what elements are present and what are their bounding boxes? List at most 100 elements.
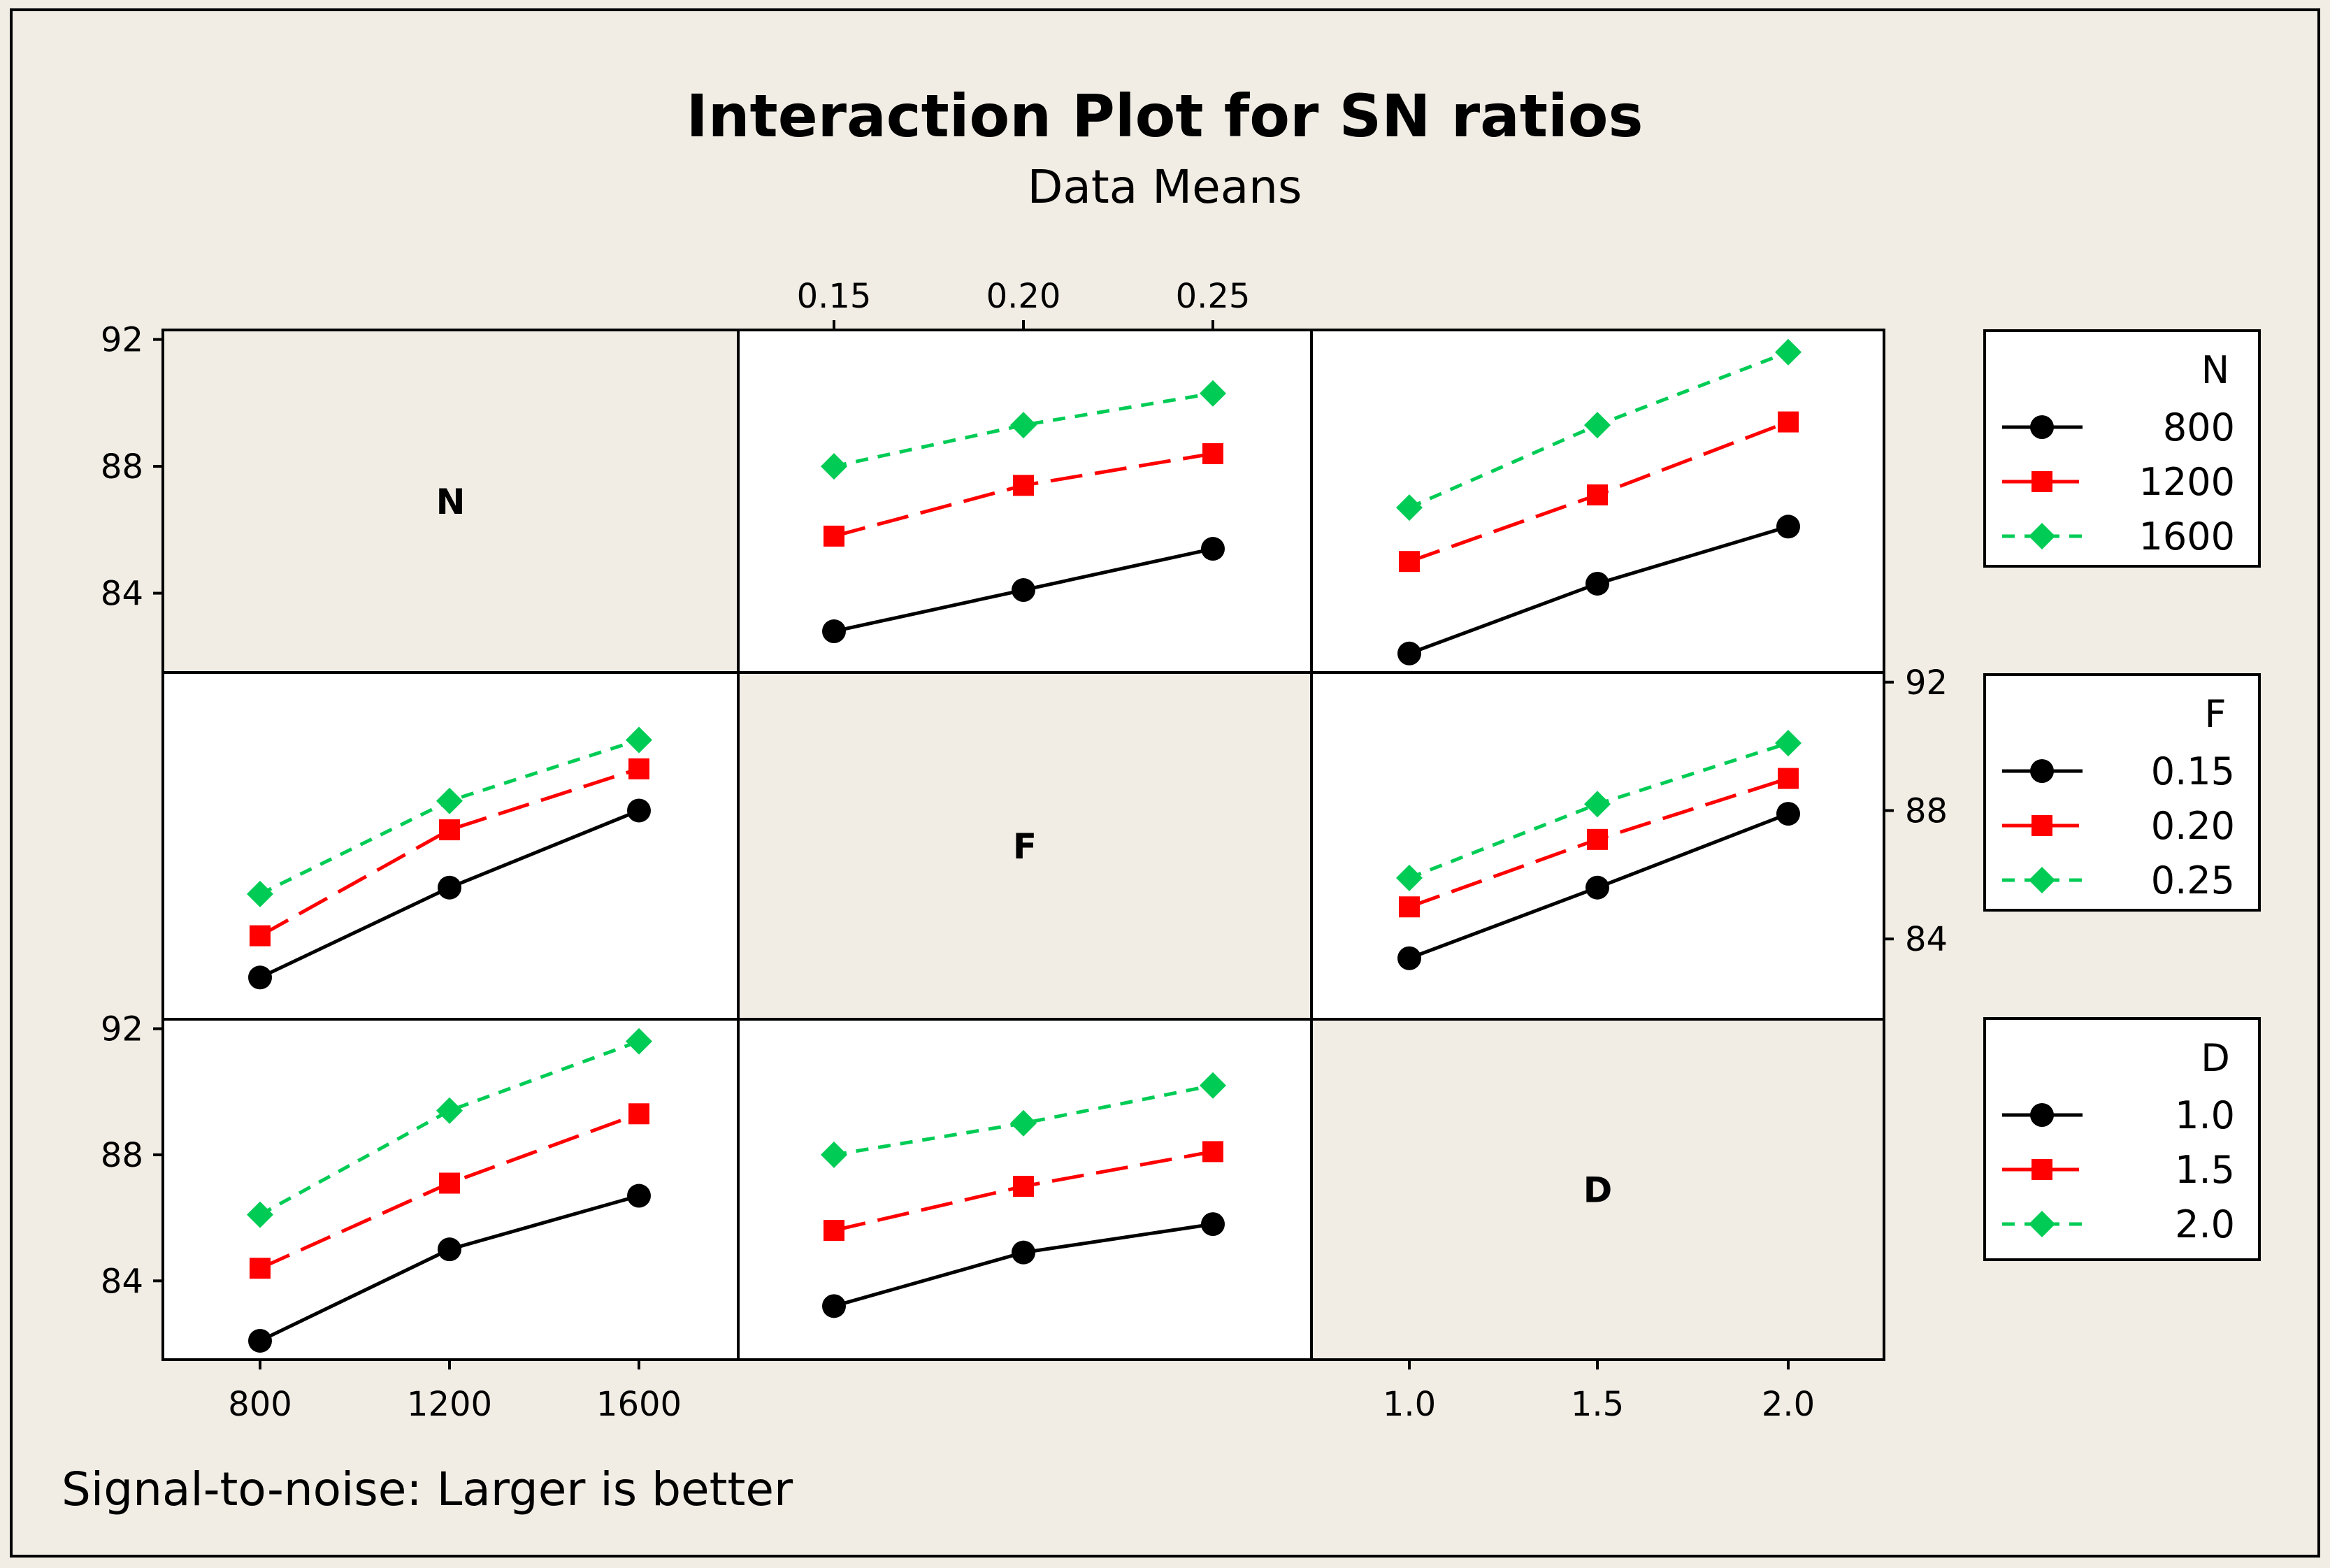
data-point-D-1.5-0 <box>250 1258 271 1279</box>
data-point-D-1.5-0 <box>824 1220 844 1242</box>
legend-box <box>1983 329 2261 568</box>
legend-marker <box>2029 523 2055 549</box>
data-point-F-0.20-2 <box>628 758 649 779</box>
legend-item-label: 0.15 <box>2151 749 2235 793</box>
data-point-F-0.20-0 <box>250 925 271 947</box>
panel-F-vs-N <box>161 671 740 1021</box>
x-tick-label: 2.0 <box>1762 1385 1815 1424</box>
y-tick-label: 92 <box>101 1010 143 1049</box>
panel-N-label <box>161 329 740 674</box>
plot-area: N F D 84 88 92 84 88 92 84 88 92 0.15 0.20 0.25 800 1200… <box>101 277 1948 1424</box>
data-point-F-0.25-2 <box>1775 730 1802 757</box>
legend-marker <box>2030 759 2054 783</box>
data-point-N-800-1 <box>1585 571 1609 596</box>
footnote: Signal-to-noise: Larger is better <box>62 1462 793 1516</box>
panel-data-N-vs-D <box>1396 338 1802 666</box>
y-tick-label: 92 <box>101 321 143 360</box>
data-point-D-1.5-1 <box>439 1172 460 1194</box>
legend-item-label: 1.5 <box>2175 1148 2235 1192</box>
data-point-N-1200-2 <box>1202 443 1223 464</box>
data-point-D-1.0-1 <box>438 1237 461 1262</box>
legend-item-label: 0.20 <box>2151 804 2235 848</box>
data-point-D-1.0-0 <box>822 1294 846 1318</box>
x-tick-label: 0.15 <box>797 277 872 316</box>
panel-factor-label: N <box>436 482 466 522</box>
data-point-D-1.0-0 <box>248 1328 272 1353</box>
data-point-F-0.25-2 <box>626 726 652 754</box>
data-point-D-1.5-2 <box>1202 1141 1223 1163</box>
data-point-F-0.25-1 <box>436 787 463 814</box>
data-point-N-1200-1 <box>1013 475 1034 496</box>
panel-factor-label: F <box>1013 826 1037 867</box>
data-point-N-800-1 <box>1012 578 1035 603</box>
legend-box <box>1983 673 2261 912</box>
data-point-N-1200-0 <box>824 525 844 547</box>
series-line-N-1600 <box>833 391 1214 468</box>
chart-title: Interaction Plot for SN ratios <box>686 82 1644 150</box>
data-point-F-0.15-1 <box>1585 875 1609 900</box>
panel-factor-label: D <box>1583 1170 1613 1211</box>
series-line-F-0.20 <box>259 767 640 937</box>
data-point-N-800-0 <box>822 619 846 644</box>
legend-title: D <box>2201 1036 2230 1080</box>
y-tick-label: 88 <box>101 1136 143 1175</box>
legend-title: N <box>2201 348 2229 392</box>
panel-data-F-vs-D <box>1396 730 1802 970</box>
x-tick-label: 1.5 <box>1571 1385 1624 1424</box>
y-tick-label: 84 <box>1905 920 1948 959</box>
data-point-N-1600-1 <box>1010 412 1037 439</box>
legend-marker <box>2029 867 2055 893</box>
panel-F-label <box>737 671 1313 1021</box>
y-tick-label: 88 <box>1905 791 1948 830</box>
legend-marker <box>2030 415 2054 439</box>
data-point-D-2.0-0 <box>247 1201 273 1228</box>
data-point-F-0.15-2 <box>1776 802 1800 826</box>
y-tick-label: 92 <box>1905 663 1948 703</box>
data-point-F-0.15-2 <box>627 798 651 823</box>
legend-D: D 1.0 1.5 2.0 <box>1983 1017 2261 1261</box>
panel-data-D-vs-N <box>247 1028 652 1353</box>
legend-title: F <box>2204 692 2226 736</box>
legend-box <box>1983 1017 2261 1261</box>
x-tick-label: 1.0 <box>1383 1385 1436 1424</box>
legend-marker <box>2031 1159 2052 1180</box>
legend-area: N 800 1200 1600 F 0.15 0.20 0.25 D 1.0 1.5 2.0 <box>1983 329 2261 1261</box>
panel-D-label <box>1310 1018 1885 1361</box>
series-line-D-2.0 <box>833 1084 1214 1157</box>
legend-marker <box>2031 471 2052 492</box>
figure-frame <box>10 8 2320 1558</box>
legend-marker <box>2031 815 2052 836</box>
data-point-F-0.15-0 <box>248 965 272 990</box>
legend-marker <box>2029 1211 2055 1237</box>
data-point-D-1.5-1 <box>1013 1175 1034 1197</box>
series-line-D-2.0 <box>259 1040 640 1216</box>
panel-data-D-vs-F <box>821 1072 1226 1318</box>
data-point-F-0.15-1 <box>438 875 461 900</box>
panel-N-vs-F <box>737 329 1313 674</box>
data-point-D-1.0-1 <box>1012 1240 1035 1265</box>
legend-item-label: 1.0 <box>2175 1093 2235 1137</box>
legend-item-label: 2.0 <box>2175 1202 2235 1246</box>
data-point-F-0.25-0 <box>247 880 273 907</box>
y-tick-label: 84 <box>101 1262 143 1301</box>
chart-subtitle: Data Means <box>1028 160 1302 214</box>
y-tick-label: 84 <box>101 575 143 614</box>
legend-item-label: 0.25 <box>2151 858 2235 902</box>
x-tick-label: 0.20 <box>986 277 1061 316</box>
panel-data-N-vs-F <box>821 380 1226 644</box>
data-point-F-0.25-1 <box>1584 791 1611 818</box>
panel-data-F-vs-N <box>247 726 652 990</box>
data-point-D-2.0-1 <box>1010 1109 1037 1137</box>
data-point-D-2.0-1 <box>436 1097 463 1124</box>
data-point-N-1600-2 <box>1775 338 1802 366</box>
data-point-D-2.0-2 <box>1200 1072 1226 1099</box>
legend-N: N 800 1200 1600 <box>1983 329 2261 568</box>
data-point-F-0.20-1 <box>1587 828 1608 850</box>
x-tick-label: 1200 <box>407 1385 492 1424</box>
data-point-N-1200-0 <box>1399 551 1420 573</box>
legend-item-label: 1600 <box>2139 515 2235 559</box>
legend-item-label: 1200 <box>2139 460 2235 504</box>
data-point-D-1.5-2 <box>628 1103 649 1125</box>
data-point-D-2.0-2 <box>626 1028 652 1055</box>
